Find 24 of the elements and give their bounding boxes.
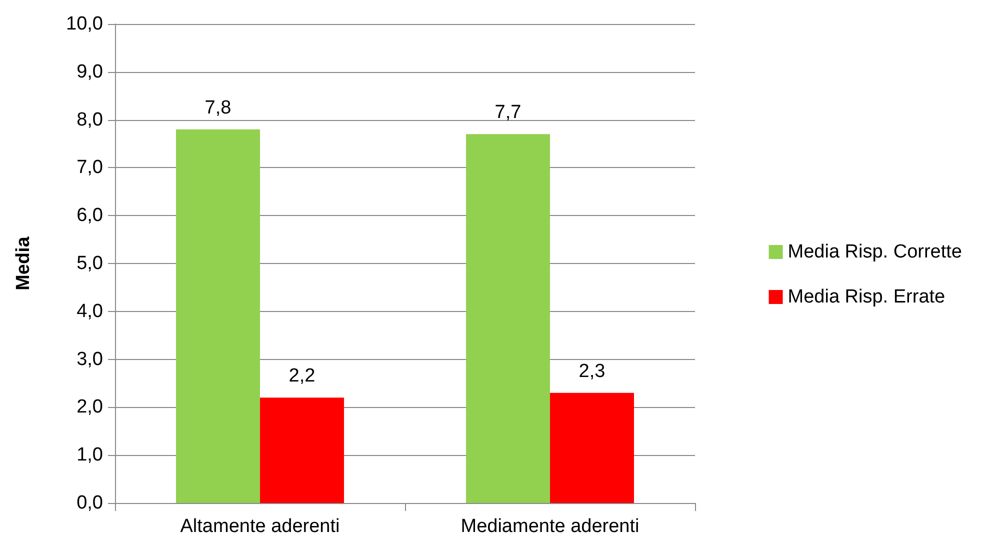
bar <box>176 129 260 503</box>
x-tick-label: Mediamente aderenti <box>460 516 640 537</box>
y-tick-label: 4,0 <box>76 300 103 322</box>
y-tick-label: 8,0 <box>76 109 103 130</box>
bar <box>550 392 634 503</box>
legend-label: Media Risp. Errate <box>788 286 946 308</box>
y-tick-label: 10,0 <box>66 14 103 34</box>
data-label: 7,7 <box>494 102 522 124</box>
data-label: 2,2 <box>288 366 316 387</box>
y-tick-label: 1,0 <box>76 444 103 466</box>
x-tick-label: Altamente aderenti <box>180 516 340 537</box>
y-tick-label: 2,0 <box>76 396 103 418</box>
bar <box>466 134 550 503</box>
y-tick-label: 0,0 <box>76 492 103 514</box>
y-tick-label: 7,0 <box>76 157 103 178</box>
y-tick-label: 5,0 <box>76 253 103 274</box>
data-label: 2,3 <box>578 360 606 382</box>
y-tick-label: 9,0 <box>76 61 103 82</box>
data-label: 7,8 <box>204 97 232 118</box>
bar <box>260 398 344 503</box>
y-axis-title: Media <box>13 236 34 290</box>
legend-label: Media Risp. Corrette <box>788 242 962 262</box>
y-tick-label: 6,0 <box>76 205 103 226</box>
y-tick-label: 3,0 <box>76 348 103 370</box>
